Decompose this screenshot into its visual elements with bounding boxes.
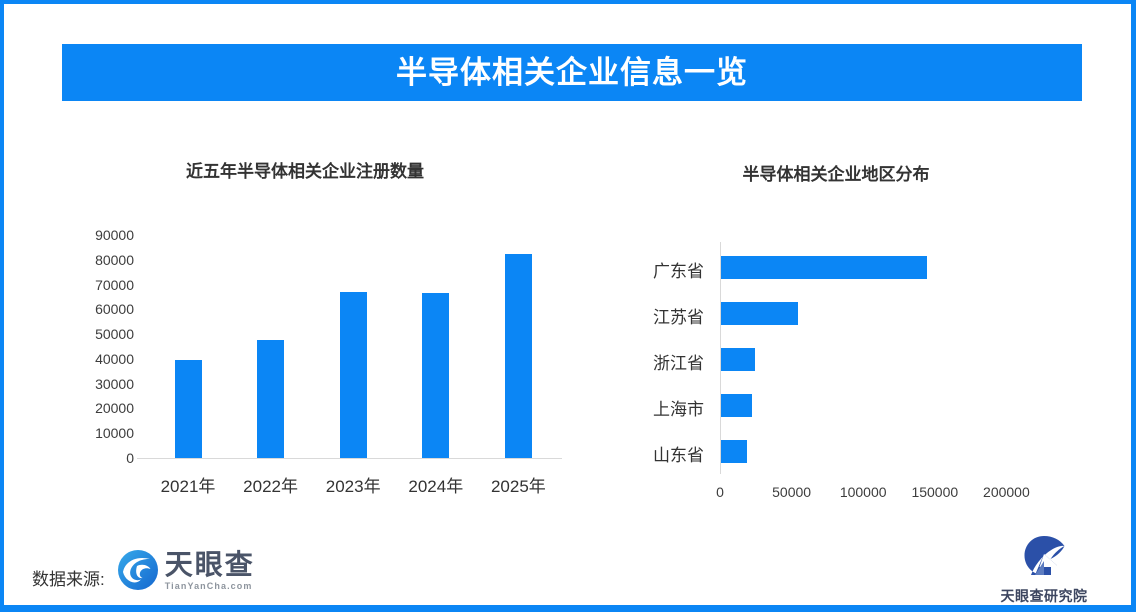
page-title: 半导体相关企业信息一览: [396, 55, 748, 90]
bar-广东省: [721, 255, 928, 279]
bar-2022年: [257, 340, 285, 458]
bar-2021年: [174, 360, 202, 458]
y-axis-category-label: 广东省: [653, 262, 704, 281]
regions-bar-chart: 广东省江苏省浙江省上海市山东省 0 50000 100000 150000 200000: [640, 240, 1110, 510]
x-axis-line: [137, 458, 562, 459]
x-axis-category-label: 2025年: [490, 477, 546, 496]
tianyancha-logo: 天眼查 TianYanCha.com: [117, 549, 255, 591]
y-axis-tick-label: 70000: [95, 276, 134, 293]
research-institute-logo: 天眼查研究院: [989, 534, 1099, 605]
tianyancha-logo-name: 天眼查: [164, 548, 255, 580]
y-axis-line: [720, 242, 721, 474]
y-axis-tick-label: 50000: [95, 326, 134, 343]
tianyancha-logo-icon: [117, 550, 158, 590]
research-institute-name: 天眼查研究院: [1000, 588, 1088, 604]
bar-山东省: [721, 439, 748, 463]
y-axis-tick-label: 30000: [95, 375, 134, 392]
y-axis-tick-label: 10000: [95, 425, 134, 442]
y-axis-tick-label: 80000: [95, 251, 134, 268]
y-axis-category-label: 山东省: [653, 446, 704, 465]
bar-上海市: [721, 393, 752, 417]
x-axis-category-label: 2021年: [160, 477, 216, 496]
y-axis-tick-label: 90000: [95, 227, 134, 243]
y-axis-category-label: 江苏省: [653, 308, 704, 327]
y-axis-tick-label: 60000: [95, 301, 134, 318]
tianyancha-logo-text: 天眼查 TianYanCha.com: [164, 548, 255, 591]
bar-2025年: [504, 253, 532, 458]
bar-浙江省: [721, 347, 756, 371]
x-axis-category-label: 2024年: [408, 477, 464, 496]
bar-2024年: [422, 293, 450, 458]
registrations-chart-title: 近五年半导体相关企业注册数量: [186, 162, 424, 181]
y-axis-tick-label: 0: [126, 450, 134, 466]
y-axis-tick-label: 20000: [95, 400, 134, 417]
page-title-banner: 半导体相关企业信息一览: [62, 44, 1082, 101]
bar-江苏省: [721, 301, 798, 325]
bar-2023年: [339, 291, 367, 458]
regions-chart-title: 半导体相关企业地区分布: [742, 165, 930, 184]
x-axis-tick-label: 0: [716, 484, 724, 500]
data-source-row: 数据来源: 天眼查 TianYanCha.com: [32, 544, 255, 596]
x-axis-tick-label: 50000: [772, 484, 812, 500]
research-logo-icon: [1021, 534, 1067, 583]
x-axis-tick-label: 200000: [983, 484, 1030, 500]
registrations-bar-chart: 90000 80000 70000 60000 50000 40000 30000 20000…: [80, 227, 580, 501]
x-axis-category-label: 2023年: [325, 477, 381, 496]
y-axis-category-label: 上海市: [653, 400, 704, 419]
x-axis-tick-label: 100000: [839, 484, 887, 500]
y-axis-category-label: 浙江省: [653, 354, 704, 373]
y-axis-tick-label: 40000: [95, 350, 134, 367]
tianyancha-logo-domain: TianYanCha.com: [164, 580, 253, 591]
x-axis-tick-label: 150000: [911, 484, 959, 500]
data-source-label: 数据来源:: [32, 569, 105, 589]
x-axis-category-label: 2022年: [243, 477, 298, 496]
